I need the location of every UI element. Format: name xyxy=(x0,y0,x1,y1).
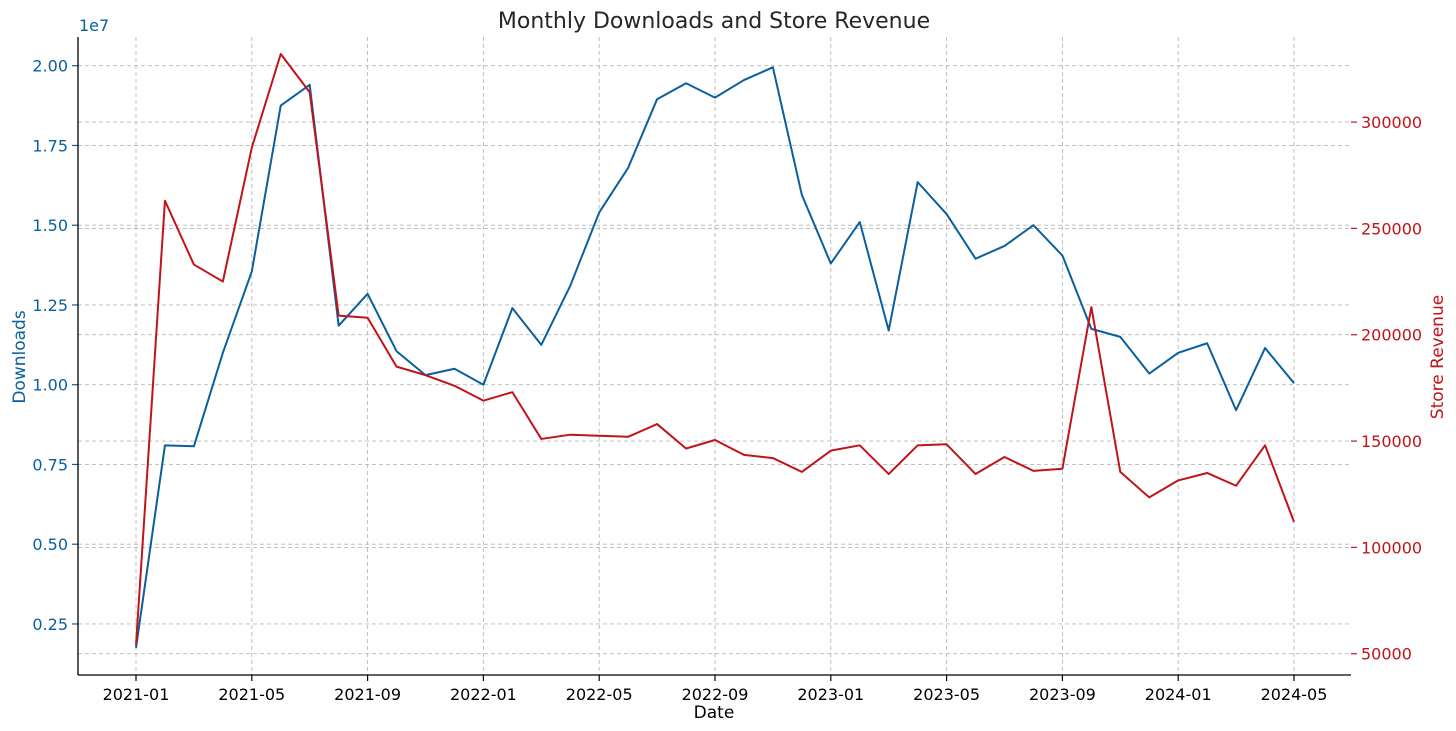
x-tick-label: 2023-01 xyxy=(797,685,864,704)
left-y-tick-label: 0.25 xyxy=(32,615,68,634)
left-y-tick-label: 1.00 xyxy=(32,376,68,395)
right-y-tick-label: 200000 xyxy=(1361,326,1422,345)
x-tick-label: 2021-01 xyxy=(103,685,170,704)
right-y-tick-label: 50000 xyxy=(1361,645,1412,664)
downloads-series-line xyxy=(135,66,1295,649)
right-y-tick-label: 250000 xyxy=(1361,219,1422,238)
right-axis-label: Store Revenue xyxy=(1428,295,1448,419)
left-y-tick-label: 0.50 xyxy=(32,535,68,554)
right-y-tick-label: 150000 xyxy=(1361,432,1422,451)
left-y-tick-label: 2.00 xyxy=(32,57,68,76)
x-tick-label: 2023-09 xyxy=(1029,685,1096,704)
right-y-tick-label: 100000 xyxy=(1361,538,1422,557)
axes-layer: 2021-01 2021-05 2021-09 2022-01 2022-05 2022-… xyxy=(32,37,1422,704)
store-revenue-series-line xyxy=(135,53,1295,646)
left-y-tick-label: 1.75 xyxy=(32,136,68,155)
x-axis-label: Date xyxy=(694,703,735,723)
right-y-tick-label: 300000 xyxy=(1361,113,1422,132)
x-tick-label: 2022-05 xyxy=(566,685,633,704)
left-axis-label: Downloads xyxy=(10,310,30,404)
x-tick-label: 2021-09 xyxy=(334,685,401,704)
left-y-tick-label: 1.25 xyxy=(32,296,68,315)
series-layer xyxy=(135,53,1295,649)
x-tick-label: 2023-05 xyxy=(913,685,980,704)
left-axis-offset-text: 1e7 xyxy=(79,16,109,35)
x-tick-label: 2024-01 xyxy=(1145,685,1212,704)
chart-title: Monthly Downloads and Store Revenue xyxy=(498,9,930,34)
left-y-tick-label: 1.50 xyxy=(32,216,68,235)
x-tick-label: 2024-05 xyxy=(1261,685,1328,704)
x-tick-label: 2022-09 xyxy=(682,685,749,704)
x-tick-label: 2022-01 xyxy=(450,685,517,704)
grid-layer xyxy=(78,37,1351,675)
left-y-tick-label: 0.75 xyxy=(32,455,68,474)
x-tick-label: 2021-05 xyxy=(218,685,285,704)
